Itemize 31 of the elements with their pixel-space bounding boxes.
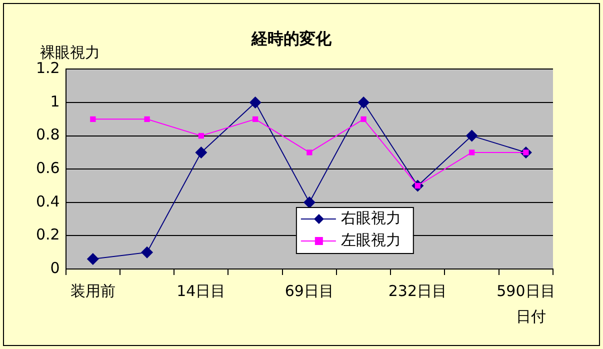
- legend-label: 右眼視力: [340, 208, 401, 227]
- point: [303, 196, 316, 208]
- point: [198, 132, 204, 139]
- point: [141, 246, 154, 258]
- point: [252, 116, 258, 122]
- point: [195, 146, 208, 158]
- chart-title: 経時的変化: [250, 28, 332, 48]
- point: [468, 150, 475, 156]
- x-tick-label: 590日目: [496, 282, 556, 300]
- point: [249, 96, 262, 108]
- point: [358, 96, 370, 108]
- y-tick-label: 0.8: [36, 126, 60, 144]
- point: [90, 116, 96, 122]
- x-tick-label: 232日目: [388, 282, 447, 300]
- y-tick-label: 0.6: [36, 158, 60, 177]
- point: [86, 253, 99, 266]
- point: [306, 150, 312, 156]
- y-tick-label: 1.2: [36, 59, 60, 78]
- point: [144, 116, 150, 122]
- y-tick-label: 0.4: [36, 192, 60, 210]
- y-axis-title: 裸眼視力: [40, 44, 100, 62]
- point: [360, 116, 366, 122]
- x-tick-label: 14日目: [176, 282, 226, 300]
- x-tick-label: 装用前: [70, 282, 116, 300]
- legend-label: 左眼視力: [340, 230, 401, 249]
- x-tick-label: 69日目: [284, 282, 334, 300]
- y-tick-label: 0.2: [36, 226, 60, 244]
- x-axis-title: 日付: [516, 307, 546, 326]
- point: [466, 130, 478, 142]
- y-tick-label: 1: [50, 92, 60, 110]
- y-tick-label: 0: [50, 258, 60, 277]
